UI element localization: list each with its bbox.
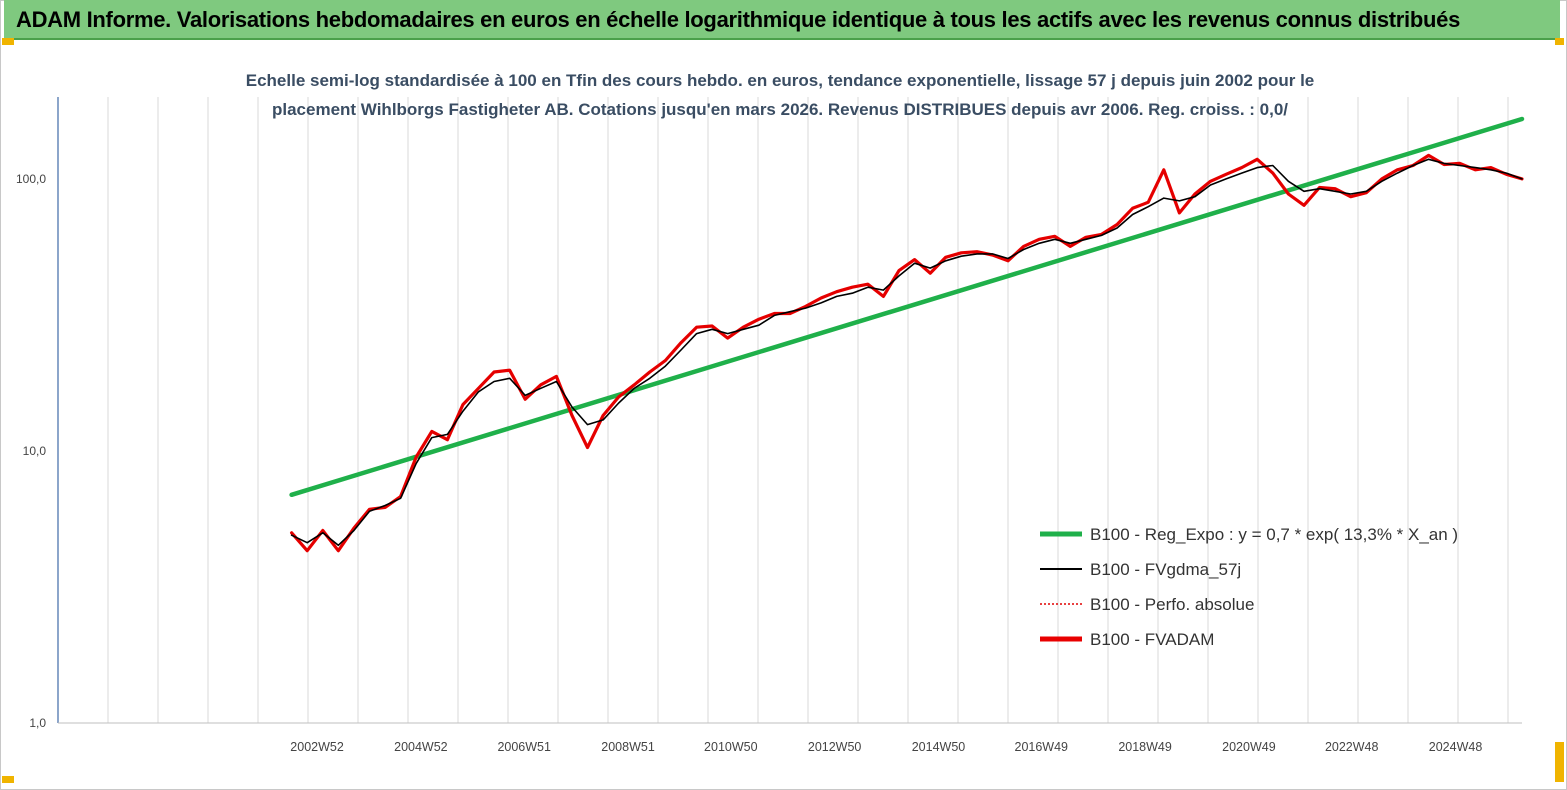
series-line-thin-black	[292, 159, 1522, 545]
series-line-thick-red	[292, 155, 1522, 550]
series-line-dotted-red	[292, 155, 1522, 550]
legend-label-fvadam: B100 - FVADAM	[1090, 630, 1214, 649]
y-tick-labels: 1,0 10,0 100,0	[16, 172, 46, 730]
chart-legend: B100 - Reg_Expo : y = 0,7 * exp( 13,3% *…	[1040, 525, 1458, 649]
legend-label-regression: B100 - Reg_Expo : y = 0,7 * exp( 13,3% *…	[1090, 525, 1458, 544]
series-lines	[292, 119, 1522, 551]
x-tick-labels: 2002W52 2004W52 2006W51 2008W51 2010W50 2012W…	[290, 740, 1482, 754]
x-tick-label: 2010W50	[704, 740, 758, 754]
x-tick-label: 2002W52	[290, 740, 344, 754]
chart-subtitle-line-1: Echelle semi-log standardisée à 100 en T…	[246, 71, 1315, 90]
legend-label-perfo: B100 - Perfo. absolue	[1090, 595, 1254, 614]
x-tick-label: 2004W52	[394, 740, 448, 754]
series-line-thick-green	[292, 119, 1522, 495]
x-tick-label: 2020W49	[1222, 740, 1276, 754]
x-tick-label: 2012W50	[808, 740, 862, 754]
x-tick-label: 2022W48	[1325, 740, 1379, 754]
y-tick-label: 100,0	[16, 172, 46, 186]
x-tick-label: 2014W50	[912, 740, 966, 754]
x-tick-label: 2006W51	[497, 740, 551, 754]
x-tick-label: 2018W49	[1118, 740, 1172, 754]
x-tick-label: 2024W48	[1429, 740, 1483, 754]
y-tick-label: 10,0	[23, 444, 47, 458]
x-tick-label: 2016W49	[1015, 740, 1069, 754]
legend-label-fvgdma: B100 - FVgdma_57j	[1090, 560, 1241, 579]
x-tick-label: 2008W51	[601, 740, 655, 754]
grid-lines	[108, 97, 1508, 723]
chart-subtitle-line-2: placement Wihlborgs Fastigheter AB. Cota…	[272, 100, 1288, 119]
y-tick-label: 1,0	[29, 716, 46, 730]
